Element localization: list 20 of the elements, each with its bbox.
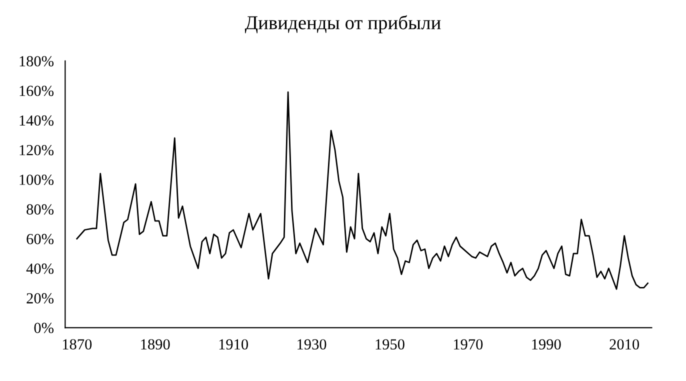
x-tick-label: 1930 [298, 339, 326, 350]
y-tick-label: 40% [26, 264, 54, 274]
chart-title: Дивиденды от прибыли [244, 15, 441, 34]
x-tick-label: 1950 [376, 339, 404, 350]
y-tick-label: 140% [20, 115, 54, 126]
x-tick-label: 1870 [62, 339, 92, 350]
y-tick-label: 0% [34, 322, 54, 334]
y-tick-label: 160% [20, 86, 54, 96]
x-tick-label: 1970 [454, 339, 483, 350]
y-tick-label: 60% [26, 234, 54, 244]
y-tick-label: 100% [20, 174, 54, 185]
x-tick-label: 1910 [219, 339, 248, 350]
y-tick-label: 120% [20, 145, 54, 156]
x-tick-label: 1890 [141, 339, 170, 350]
y-tick-label: 80% [26, 204, 54, 215]
x-tick-label: 2010 [610, 339, 640, 350]
x-tick-label: 1990 [532, 339, 561, 350]
y-tick-label: 20% [26, 293, 54, 304]
y-tick-label: 180% [20, 56, 54, 66]
line-series [76, 91, 648, 290]
